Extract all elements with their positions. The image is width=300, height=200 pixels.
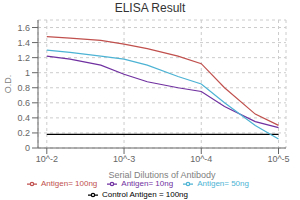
svg-text:0.2: 0.2 — [17, 128, 30, 138]
svg-text:10^-3: 10^-3 — [113, 154, 135, 164]
svg-text:0.6: 0.6 — [17, 98, 30, 108]
svg-text:1.4: 1.4 — [17, 38, 30, 48]
svg-text:0.8: 0.8 — [17, 83, 30, 93]
svg-text:0: 0 — [25, 143, 30, 153]
html-text:ELISA Result: ELISA Result — [114, 1, 186, 15]
svg-text:1.2: 1.2 — [17, 53, 30, 63]
svg-text:10^-4: 10^-4 — [190, 154, 212, 164]
svg-text:Serial Dilutions of Antibody: Serial Dilutions of Antibody — [108, 170, 216, 180]
html-text:Antigen= 100ng: Antigen= 100ng — [41, 179, 98, 188]
html-text:Antigen= 50ng: Antigen= 50ng — [197, 179, 249, 188]
svg-text:O.D.: O.D. — [8, 75, 13, 94]
svg-text:1: 1 — [25, 68, 30, 78]
svg-text:10^-2: 10^-2 — [36, 154, 58, 164]
svg-text:0.4: 0.4 — [17, 113, 30, 123]
html-text:Control Antigen = 100ng: Control Antigen = 100ng — [102, 190, 188, 199]
html-text:Antigen= 10ng: Antigen= 10ng — [121, 179, 174, 188]
svg-text:1.6: 1.6 — [17, 23, 30, 33]
svg-text:10^-5: 10^-5 — [267, 154, 289, 164]
